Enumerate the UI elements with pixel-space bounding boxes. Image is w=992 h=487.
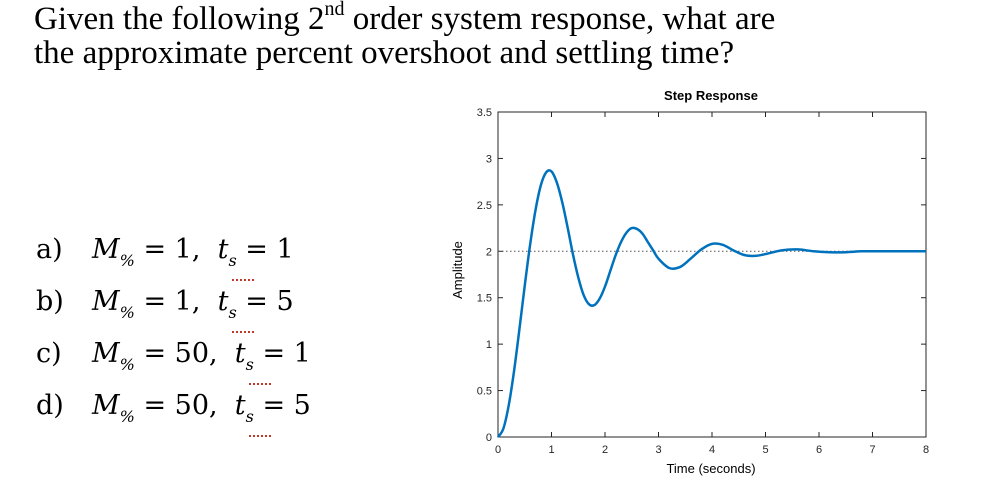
t-subscript: s <box>245 355 254 374</box>
spellcheck-underline <box>231 325 254 333</box>
t-symbol: t <box>217 286 229 317</box>
x-tick-label: 5 <box>762 444 768 456</box>
m-value: = 50, <box>143 390 218 421</box>
m-value: = 50, <box>143 338 218 369</box>
question-text: Given the following 2nd order system res… <box>34 0 974 71</box>
m-subscript: % <box>119 355 135 374</box>
m-value: = 1, <box>143 286 201 317</box>
spellcheck-underline <box>248 429 271 437</box>
plot-area: 0 1 2 3 4 5 6 7 8 0 0.5 1 1.5 2 2.5 3 3.5 <box>477 107 929 456</box>
t-subscript: s <box>228 251 237 270</box>
t-symbol: t <box>234 338 246 369</box>
t-value: = 1 <box>245 234 294 265</box>
x-tick-label: 8 <box>923 444 929 456</box>
question-line-2: the approximate percent overshoot and se… <box>34 35 735 71</box>
m-symbol: M <box>92 338 120 369</box>
x-tick-label: 7 <box>869 444 875 456</box>
ordinal-superscript: nd <box>324 0 345 20</box>
x-tick-label: 3 <box>655 444 661 456</box>
t-subscript: s <box>245 407 254 426</box>
option-letter: d) <box>36 390 64 421</box>
x-tick-label: 2 <box>602 444 608 456</box>
option-letter: a) <box>36 234 63 265</box>
option-d[interactable]: d) M% = 50, ts = 5 <box>36 386 311 438</box>
t-value: = 5 <box>245 286 294 317</box>
t-subscript: s <box>228 303 237 322</box>
t-symbol: t <box>217 234 229 265</box>
t-value: = 5 <box>262 390 311 421</box>
x-tick-label: 0 <box>495 444 501 456</box>
chart-title: Step Response <box>664 88 758 103</box>
t-symbol: t <box>234 390 246 421</box>
t-value: = 1 <box>262 338 311 369</box>
y-tick-label: 0 <box>486 432 492 444</box>
answer-options: a) M% = 1, ts = 1 b) M% = 1, ts = 5 c) M% =… <box>36 230 311 438</box>
m-symbol: M <box>92 390 120 421</box>
question-line-1: Given the following 2nd order system res… <box>34 0 776 37</box>
axes-box <box>497 111 927 438</box>
m-symbol: M <box>92 286 120 317</box>
x-tick-label: 6 <box>816 444 822 456</box>
m-subscript: % <box>119 407 135 426</box>
step-response-line <box>496 169 926 438</box>
y-tick-label: 3 <box>486 153 492 165</box>
y-tick-label: 1.5 <box>477 293 492 305</box>
x-axis-label: Time (seconds) <box>666 461 755 476</box>
y-axis-label: Amplitude <box>450 241 465 299</box>
option-b[interactable]: b) M% = 1, ts = 5 <box>36 282 311 334</box>
x-tick-label: 1 <box>548 444 554 456</box>
spellcheck-underline <box>248 377 271 385</box>
option-a[interactable]: a) M% = 1, ts = 1 <box>36 230 311 282</box>
m-subscript: % <box>119 251 135 270</box>
y-tick-label: 3.5 <box>477 107 492 119</box>
x-tick-label: 4 <box>709 444 715 456</box>
y-tick-label: 0.5 <box>477 386 492 398</box>
y-tick-label: 2 <box>486 246 492 258</box>
y-tick-label: 1 <box>486 339 492 351</box>
option-c[interactable]: c) M% = 50, ts = 1 <box>36 334 311 386</box>
spellcheck-underline <box>231 273 254 281</box>
m-subscript: % <box>119 303 135 322</box>
option-letter: b) <box>36 286 64 317</box>
m-symbol: M <box>92 234 120 265</box>
y-tick-label: 2.5 <box>477 200 492 212</box>
step-response-chart: Step Response Amplitude Time (seconds) 0… <box>450 88 929 476</box>
option-letter: c) <box>36 338 62 369</box>
m-value: = 1, <box>143 234 201 265</box>
